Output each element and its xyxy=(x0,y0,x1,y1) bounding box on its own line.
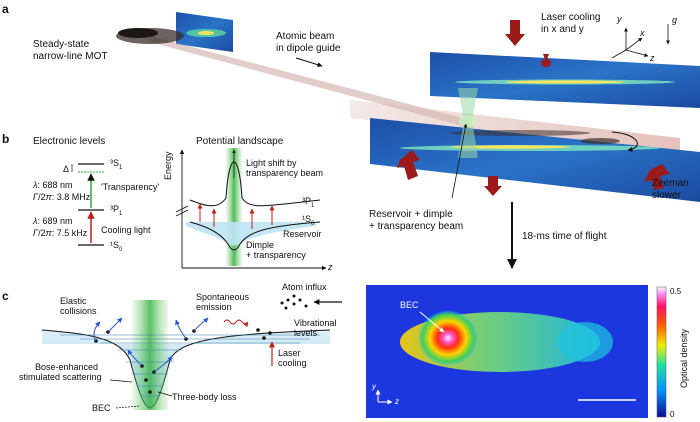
top-image-plate xyxy=(430,52,700,108)
elastic-label-1: Elastic xyxy=(60,296,87,306)
dimple-label-1: Dimple xyxy=(246,240,275,250)
tof-label: 18-ms time of flight xyxy=(522,231,607,242)
mot-cloud xyxy=(116,28,184,44)
spontaneous-emission-wave xyxy=(223,319,249,328)
bec-label-pointer xyxy=(419,311,445,333)
gravity-label: g xyxy=(672,15,678,25)
image-axes xyxy=(375,389,393,405)
elastic-label-2: collisions xyxy=(60,306,97,316)
landscape-title: Potential landscape xyxy=(196,136,284,147)
image-z-label: z xyxy=(395,397,399,406)
cooling-label-1: Laser cooling xyxy=(541,12,601,23)
bec-pointer xyxy=(115,405,141,409)
axis-triad xyxy=(611,24,670,59)
level-3s1: ³S1 xyxy=(110,158,123,171)
zeeman-label-1: Zeeman xyxy=(652,178,689,189)
panel-label-a: a xyxy=(2,2,9,16)
level-3p1: ³P1 xyxy=(110,204,123,217)
gamma1: Γ/2π: 3.8 MHz xyxy=(33,192,91,202)
zeeman-slower-arrow xyxy=(611,131,638,152)
vib-label-1: Vibrational xyxy=(294,318,337,328)
axis-x-label: x xyxy=(640,28,645,38)
bose-label-1: Bose-enhanced xyxy=(35,362,99,372)
bec-label-c: BEC xyxy=(92,403,111,413)
axis-y-label: y xyxy=(617,14,622,24)
transparency-label: 'Transparency' xyxy=(101,182,160,192)
curve-3p1-label: ³P1 xyxy=(302,196,315,209)
dimple-label-2: + transparency xyxy=(246,250,306,260)
energy-axis-label: Energy xyxy=(163,151,173,180)
mot-image-plate xyxy=(176,12,233,52)
beam-label-1: Atomic beam xyxy=(276,31,335,42)
reservoir-pointer xyxy=(451,123,468,199)
panel-a-illustration xyxy=(116,12,700,269)
z-axis-label: z xyxy=(328,262,333,272)
beam-direction-arrow xyxy=(295,57,323,68)
3p1-curve xyxy=(189,161,321,207)
lambda1: λ: 688 nm xyxy=(33,180,73,190)
absorption-image xyxy=(366,285,667,418)
threebody-pointer xyxy=(157,391,173,397)
laser-label-2: cooling xyxy=(278,358,307,368)
axis-z-label: z xyxy=(650,53,655,63)
atom-trail xyxy=(450,130,620,144)
delta-label: Δ xyxy=(63,164,70,174)
beam-label-2: in dipole guide xyxy=(276,43,341,54)
laser-label-1: Laser xyxy=(278,348,301,358)
mot-label-2: narrow-line MOT xyxy=(33,51,108,62)
levels-title: Electronic levels xyxy=(33,136,106,147)
vib-label-2: levels xyxy=(294,328,318,338)
potential-landscape xyxy=(175,148,327,271)
image-y-label: y xyxy=(372,382,376,391)
bose-label-2: stimulated scattering xyxy=(19,372,102,382)
reservoir-label-2: + transparency beam xyxy=(369,221,464,232)
zeeman-label-2: slower xyxy=(652,190,681,201)
reservoir-label-1: Reservoir + dimple xyxy=(369,209,453,220)
laser-cooling-arrows xyxy=(397,20,670,196)
trap-potential xyxy=(42,330,330,408)
spont-label-1: Spontaneous xyxy=(196,292,250,302)
cooling-light-label: Cooling light xyxy=(101,225,151,235)
level-diagram xyxy=(71,163,104,246)
threebody-label: Three-body loss xyxy=(172,392,237,402)
vibrational-levels xyxy=(60,334,320,397)
panel-label-b: b xyxy=(2,132,10,146)
curve-1s0-label: ¹S0 xyxy=(302,214,315,227)
cbar-min: 0 xyxy=(670,410,675,419)
1s0-curve xyxy=(189,221,321,251)
trap-diagram xyxy=(41,294,342,410)
influx-label: Atom influx xyxy=(282,282,327,292)
lambda2: λ: 689 nm xyxy=(33,216,73,226)
bec-peak xyxy=(418,310,478,366)
cbar-max: 0.5 xyxy=(670,287,682,296)
cbar-label: Optical density xyxy=(679,328,689,388)
gamma2: Γ/2π: 7.5 kHz xyxy=(33,228,88,238)
collision-arrows xyxy=(93,317,209,373)
spont-label-2: emission xyxy=(196,302,232,312)
colorbar xyxy=(656,286,667,418)
light-shift-2: transparency beam xyxy=(246,168,324,178)
light-shift-1: Light shift by xyxy=(246,158,297,168)
panel-label-c: c xyxy=(2,289,9,303)
reservoir-fill xyxy=(186,222,316,246)
mot-label-1: Steady-state xyxy=(33,39,90,50)
reservoir-landscape-label: Reservoir xyxy=(283,229,322,239)
bose-pointer xyxy=(109,379,133,383)
level-1s0: ¹S0 xyxy=(110,240,123,253)
cooling-label-2: in x and y xyxy=(541,24,584,35)
bec-image-label: BEC xyxy=(400,300,419,310)
